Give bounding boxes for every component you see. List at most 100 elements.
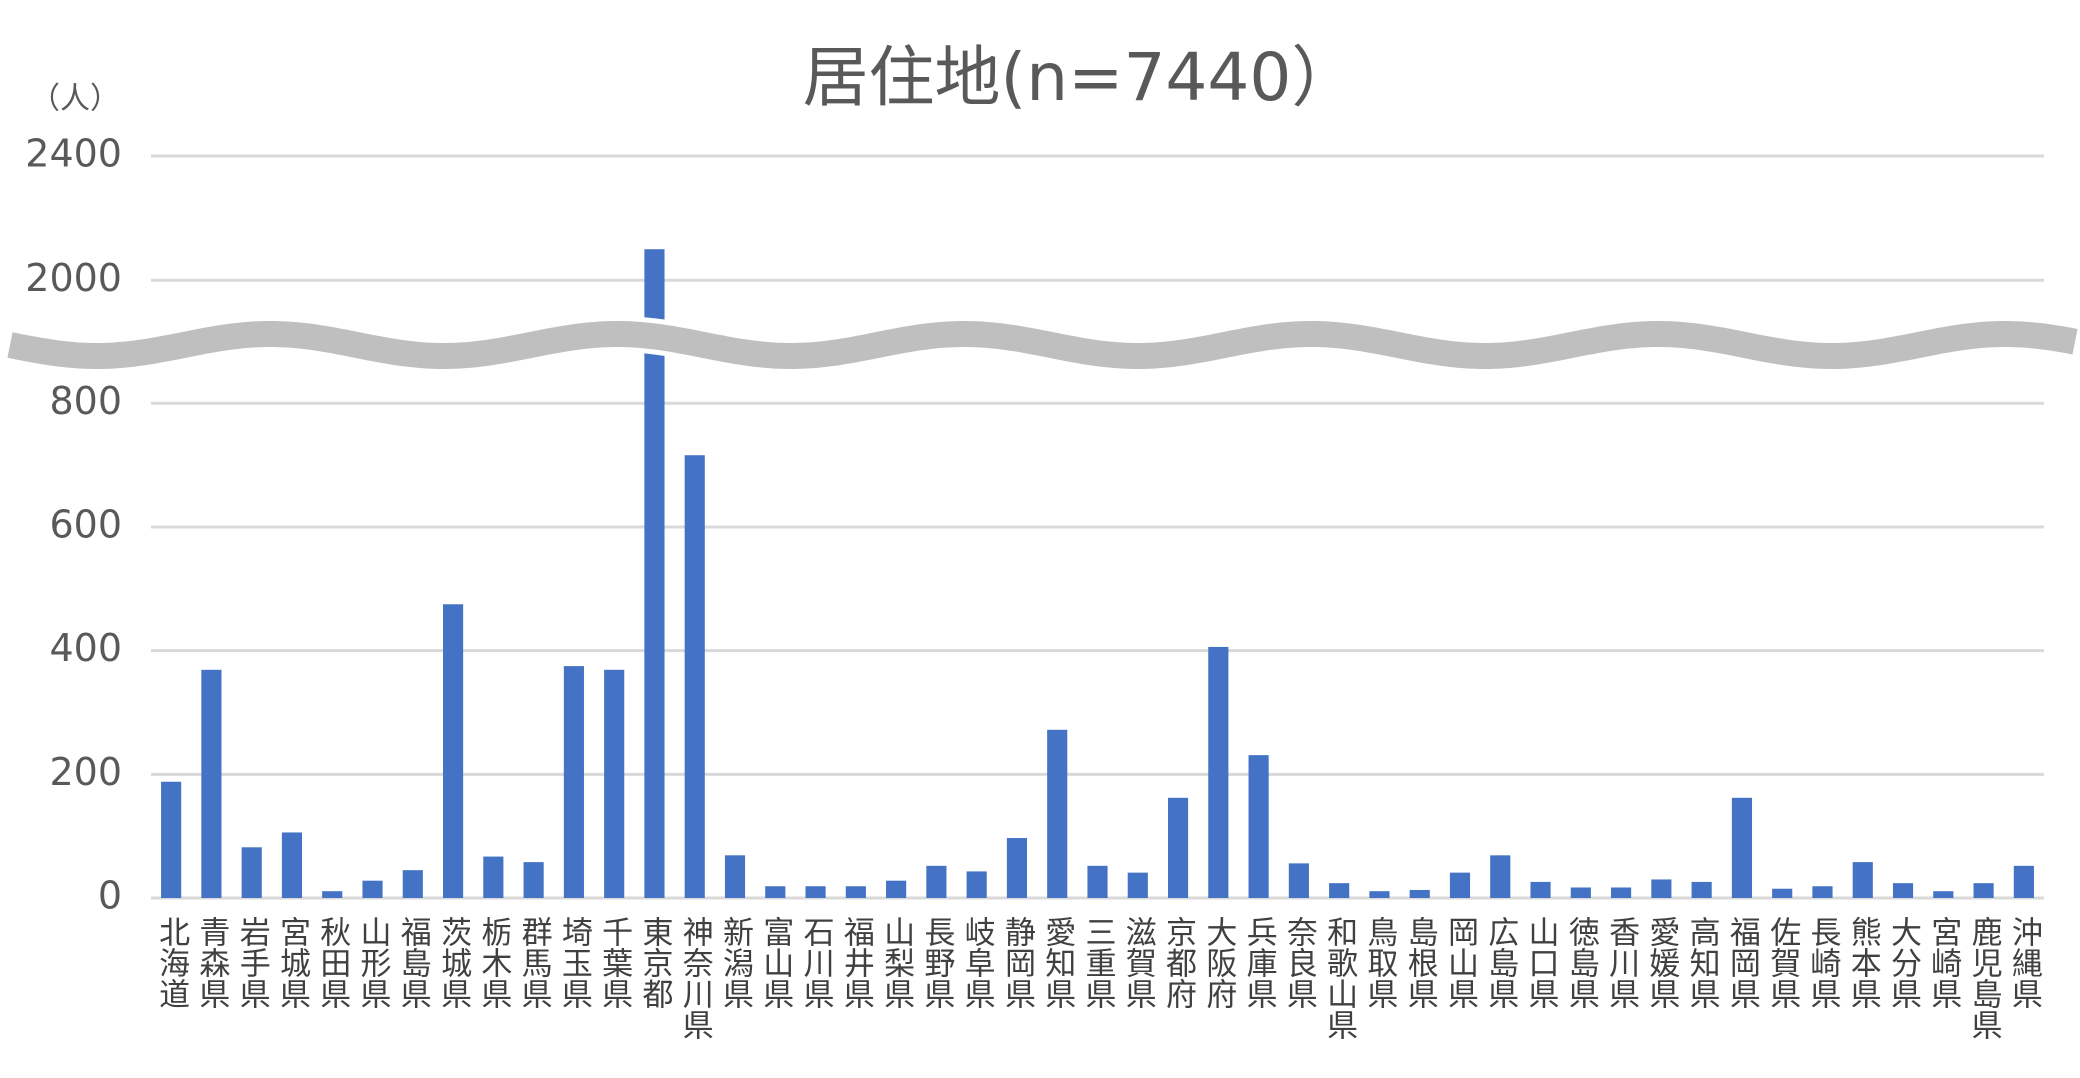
x-tick-label: 愛媛県 bbox=[1643, 916, 1680, 1009]
x-tick-label: 鹿児島県 bbox=[1966, 916, 2002, 1040]
bar bbox=[926, 865, 947, 898]
bar bbox=[241, 847, 262, 898]
bar bbox=[1006, 838, 1028, 898]
bar bbox=[805, 886, 826, 898]
x-tick-label: 鳥取県 bbox=[1361, 916, 1397, 1009]
x-tick-label: 兵庫県 bbox=[1241, 916, 1278, 1009]
bar bbox=[1812, 886, 1833, 898]
x-tick-label: 滋賀県 bbox=[1120, 916, 1156, 1009]
x-tick-label: 山梨県 bbox=[878, 916, 914, 1009]
x-tick-label: 熊本県 bbox=[1845, 916, 1881, 1009]
bar bbox=[563, 666, 584, 898]
y-axis-unit: （人） bbox=[30, 82, 120, 117]
x-tick-label: 宮崎県 bbox=[1925, 916, 1961, 1009]
bar bbox=[1288, 863, 1309, 898]
x-tick-label: 長崎県 bbox=[1804, 916, 1840, 1009]
bar bbox=[644, 249, 665, 898]
bar bbox=[886, 880, 907, 898]
x-tick-label: 島根県 bbox=[1402, 916, 1438, 1009]
x-tick-label: 山口県 bbox=[1523, 916, 1559, 1009]
x-tick-label: 山形県 bbox=[355, 916, 391, 1009]
x-tick-label: 香川県 bbox=[1603, 916, 1640, 1009]
x-tick-label: 群馬県 bbox=[516, 916, 553, 1009]
x-tick-label: 和歌山県 bbox=[1321, 916, 1358, 1040]
bar bbox=[1892, 883, 1914, 898]
bar bbox=[1933, 891, 1954, 898]
bar bbox=[1772, 888, 1793, 898]
x-tick-label: 千葉県 bbox=[596, 916, 633, 1009]
bar bbox=[362, 880, 383, 898]
bar bbox=[966, 871, 987, 898]
bar bbox=[1087, 865, 1108, 898]
x-tick-label: 岡山県 bbox=[1442, 916, 1478, 1009]
x-tick-label: 福岡県 bbox=[1724, 916, 1761, 1009]
x-tick-label: 大阪府 bbox=[1200, 916, 1236, 1009]
chart-title: 居住地(n=7440） bbox=[803, 39, 1358, 116]
x-tick-label: 愛知県 bbox=[1039, 916, 1075, 1009]
x-tick-label: 富山県 bbox=[757, 916, 793, 1009]
bar bbox=[281, 832, 303, 898]
bar bbox=[684, 455, 705, 898]
bar bbox=[724, 855, 746, 898]
x-tick-label: 岩手県 bbox=[234, 916, 270, 1009]
x-tick-label: 徳島県 bbox=[1563, 916, 1600, 1009]
bar bbox=[1248, 755, 1269, 898]
bar bbox=[1369, 891, 1390, 898]
y-tick-label: 400 bbox=[49, 626, 122, 670]
bar bbox=[2013, 865, 2034, 898]
bar bbox=[1490, 855, 1511, 898]
x-tick-label: 北海道 bbox=[153, 916, 189, 1009]
x-tick-label: 長野県 bbox=[918, 916, 954, 1009]
y-tick-label: 0 bbox=[98, 874, 122, 918]
x-tick-label: 佐賀県 bbox=[1764, 916, 1801, 1009]
x-tick-label: 三重県 bbox=[1080, 916, 1116, 1009]
x-tick-label: 秋田県 bbox=[314, 916, 351, 1009]
bar bbox=[1208, 646, 1229, 898]
x-tick-label: 岐阜県 bbox=[959, 916, 995, 1009]
x-tick-label: 福井県 bbox=[838, 916, 875, 1009]
bar bbox=[1852, 862, 1873, 898]
x-tick-label: 沖縄県 bbox=[2006, 916, 2042, 1009]
bar bbox=[1329, 883, 1350, 898]
bar bbox=[604, 669, 625, 898]
x-tick-label: 広島県 bbox=[1482, 916, 1518, 1009]
bar bbox=[765, 886, 786, 898]
bar bbox=[523, 862, 544, 898]
bar bbox=[1449, 872, 1471, 898]
x-tick-label: 宮城県 bbox=[274, 916, 310, 1009]
axis-break bbox=[7, 321, 2078, 369]
bar bbox=[1691, 881, 1712, 898]
bar bbox=[443, 604, 464, 898]
bar bbox=[402, 870, 423, 898]
bar bbox=[1651, 879, 1672, 898]
y-tick-label: 200 bbox=[49, 750, 122, 794]
bar bbox=[1731, 797, 1752, 898]
x-tick-label: 新潟県 bbox=[717, 916, 753, 1009]
bar bbox=[1973, 883, 1994, 898]
bar bbox=[1570, 887, 1591, 898]
x-tick-label: 青森県 bbox=[193, 916, 230, 1009]
bar bbox=[201, 669, 222, 898]
bar bbox=[1127, 872, 1148, 898]
y-tick-label: 2000 bbox=[25, 256, 122, 300]
bar bbox=[161, 781, 182, 898]
bar bbox=[483, 856, 504, 898]
y-tick-label: 800 bbox=[49, 379, 122, 423]
bar bbox=[1409, 889, 1430, 898]
x-tick-label: 埼玉県 bbox=[556, 916, 592, 1009]
x-tick-label: 奈良県 bbox=[1281, 916, 1318, 1009]
x-tick-label: 石川県 bbox=[798, 916, 835, 1009]
x-tick-label: 大分県 bbox=[1885, 916, 1921, 1009]
bar bbox=[1047, 729, 1068, 898]
x-tick-label: 神奈川県 bbox=[677, 916, 714, 1040]
bar bbox=[322, 891, 343, 898]
bar bbox=[1611, 887, 1632, 898]
bar bbox=[1530, 881, 1551, 898]
y-tick-label: 2400 bbox=[25, 132, 122, 176]
bar bbox=[845, 886, 866, 898]
x-tick-label: 高知県 bbox=[1684, 916, 1720, 1009]
x-tick-label: 福島県 bbox=[395, 916, 432, 1009]
x-tick-label: 茨城県 bbox=[435, 916, 471, 1009]
x-tick-label: 静岡県 bbox=[999, 916, 1035, 1009]
